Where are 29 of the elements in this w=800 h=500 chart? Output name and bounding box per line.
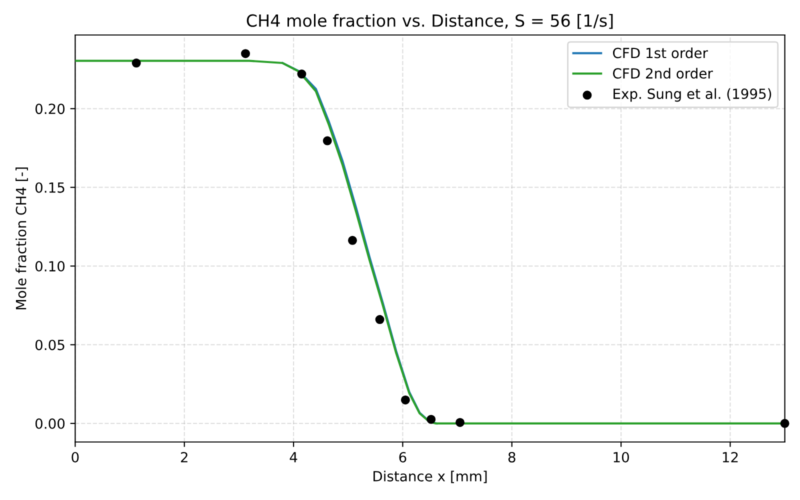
point <box>348 236 357 245</box>
point <box>780 418 790 428</box>
x-tick-label: 0 <box>72 452 79 462</box>
x-tick-label: 8 <box>508 452 516 462</box>
x-tick-label: 12 <box>722 452 738 462</box>
x-tick-label: 2 <box>180 452 188 462</box>
point <box>426 414 436 424</box>
line-series <box>282 62 438 424</box>
y-tick-label: 0.05 <box>35 340 64 350</box>
y-tick-label: 0.00 <box>35 418 65 429</box>
x-axis-title: Distance x [mm] <box>374 470 487 484</box>
chart-title: CH4 mole fraction vs. Distance, S = 56 [1/s] <box>246 14 613 29</box>
y-tick-label: 0.15 <box>35 182 64 193</box>
point <box>297 70 306 79</box>
point <box>456 418 465 427</box>
x-tick-label: 4 <box>290 452 298 462</box>
point <box>132 58 141 68</box>
point <box>322 136 332 146</box>
y-tick-label: 0.20 <box>35 104 65 114</box>
x-tick-label: 6 <box>399 452 406 462</box>
point <box>241 49 250 58</box>
y-tick-label: 0.10 <box>35 261 65 272</box>
legend-label: CFD 2nd order <box>612 68 713 79</box>
point <box>375 315 384 324</box>
y-axis-title: Mole fraction CH4 [-] <box>16 168 28 310</box>
x-tick-label: 10 <box>614 452 629 462</box>
legend-label: Exp. Sung et al. (1995) <box>614 88 772 102</box>
legend-label: CFD 1st order <box>612 48 708 58</box>
point <box>400 395 410 404</box>
